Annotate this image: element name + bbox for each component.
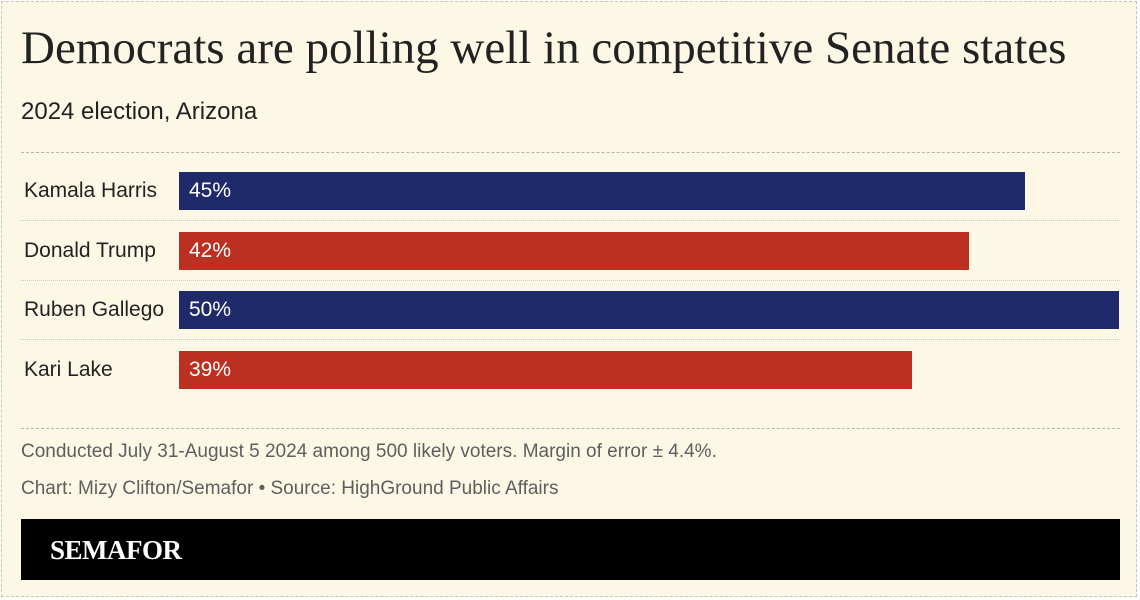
chart-row: Kari Lake 39% — [21, 341, 1120, 400]
top-divider — [21, 152, 1120, 153]
chart-title: Democrats are polling well in competitiv… — [21, 22, 1067, 74]
bottom-divider — [21, 428, 1120, 429]
chart-row: Ruben Gallego 50% — [21, 281, 1120, 340]
data-label: 42% — [189, 239, 232, 262]
category-label: Donald Trump — [24, 239, 156, 262]
data-label: 39% — [189, 358, 232, 381]
source-credit: Chart: Mizy Clifton/Semafor • Source: Hi… — [21, 478, 559, 499]
brand-footer: SEMAFOR — [21, 519, 1120, 580]
bar — [179, 291, 1119, 329]
bar — [179, 351, 912, 389]
bar — [179, 172, 1025, 210]
category-label: Kari Lake — [24, 358, 113, 381]
semafor-logo[interactable]: SEMAFOR — [50, 535, 182, 565]
chart-row: Kamala Harris 45% — [21, 162, 1120, 221]
bar — [179, 232, 969, 270]
chart-subtitle: 2024 election, Arizona — [21, 98, 258, 125]
data-label: 45% — [189, 179, 232, 202]
category-label: Kamala Harris — [24, 179, 158, 202]
bar-chart: Kamala Harris 45% Donald Trump 42% Ruben Gal… — [21, 162, 1120, 400]
chart-row: Donald Trump 42% — [21, 222, 1120, 281]
methodology-note: Conducted July 31-August 5 2024 among 50… — [21, 441, 717, 462]
data-label: 50% — [189, 298, 232, 321]
category-label: Ruben Gallego — [24, 298, 165, 321]
